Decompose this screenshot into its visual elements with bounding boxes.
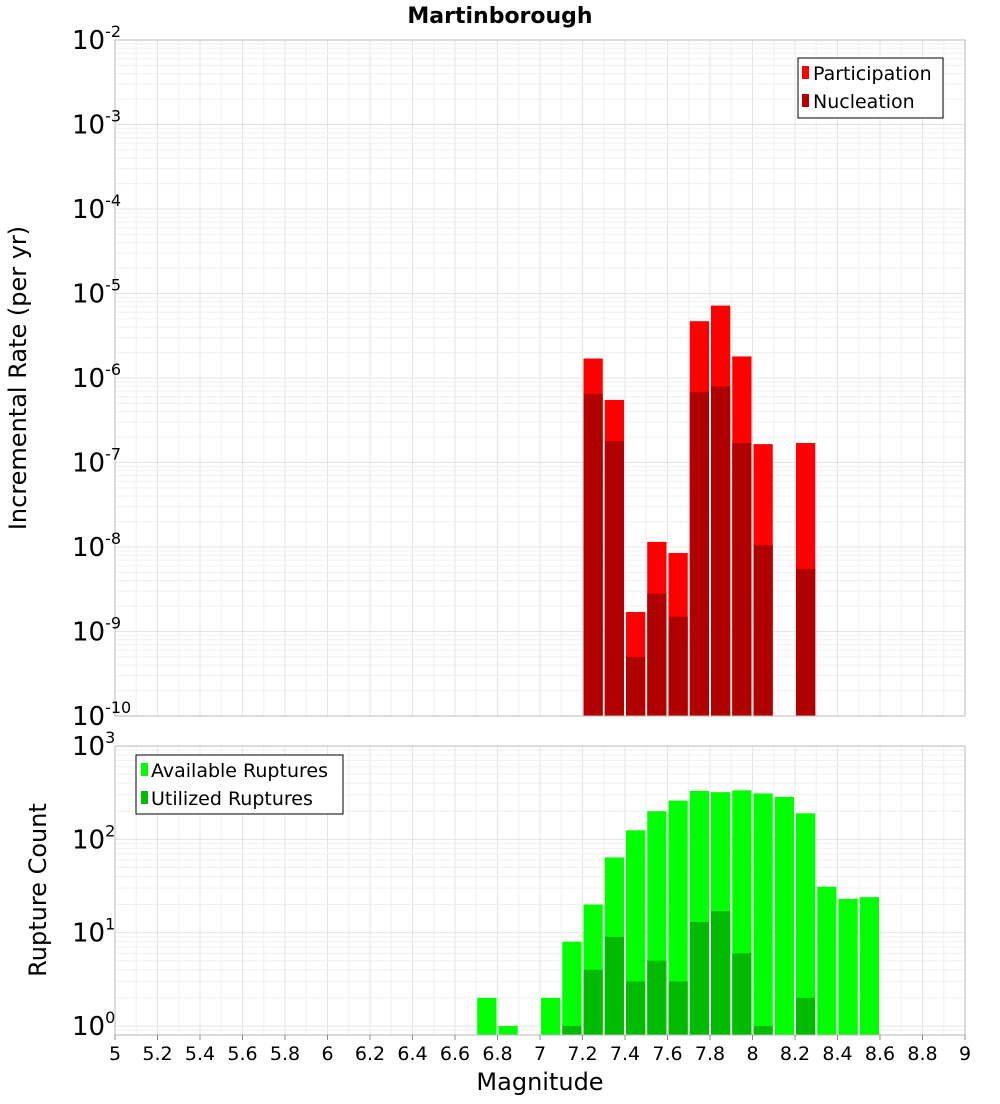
count-y-tick-label: 101: [72, 915, 115, 949]
count-bar-available-ruptures: [817, 886, 837, 1035]
x-axis-label: Magnitude: [476, 1068, 603, 1096]
count-bar-available-ruptures: [774, 796, 794, 1035]
rate-bar-nucleation: [626, 656, 646, 716]
rate-bar-nucleation: [583, 393, 603, 716]
count-bar-available-ruptures: [668, 800, 688, 1035]
rate-y-tick-label: 10-10: [72, 698, 131, 732]
count-bar-available-ruptures: [859, 897, 879, 1035]
legend-label-participation: Participation: [813, 63, 932, 85]
count-bar-available-ruptures: [796, 813, 816, 1035]
count-y-tick-labels: 103 102 101 100: [72, 728, 115, 1042]
count-bar-available-ruptures: [477, 997, 497, 1035]
rate-y-tick-labels: 10-2 10-3 10-4 10-5 10-6 10-7 10-8 10-9 10-10: [72, 22, 131, 732]
count-bar-available-ruptures: [541, 997, 561, 1035]
x-tick-label: 7.4: [610, 1043, 640, 1065]
x-tick-label: 7.8: [695, 1043, 725, 1065]
legend-swatch-nucleation: [802, 94, 809, 107]
rate-bars: [583, 305, 816, 716]
count-bar-available-ruptures: [838, 898, 858, 1035]
count-bar-utilized-ruptures: [562, 1025, 582, 1035]
rate-y-tick-label: 10-8: [72, 529, 121, 563]
x-tick-label: 5.4: [185, 1043, 215, 1065]
x-tick-label: 7: [534, 1043, 546, 1065]
rate-legend: Participation Nucleation: [797, 57, 944, 119]
legend-swatch-utilized: [141, 791, 148, 804]
count-bar-utilized-ruptures: [689, 922, 709, 1035]
x-tick-label: 8.4: [822, 1043, 852, 1065]
x-tick-label: 7.2: [567, 1043, 597, 1065]
rate-bar-nucleation: [796, 568, 816, 716]
count-bar-utilized-ruptures: [604, 936, 624, 1035]
rate-bar-nucleation: [647, 593, 667, 716]
rate-y-tick-label: 10-2: [72, 22, 121, 56]
chart-title: Martinborough: [407, 4, 592, 29]
x-tick-label: 5: [109, 1043, 121, 1065]
count-gridlines: [114, 745, 966, 1036]
x-tick-label: 6.4: [397, 1043, 427, 1065]
count-y-tick-label: 100: [72, 1008, 115, 1042]
rate-y-tick-label: 10-9: [72, 614, 121, 648]
rate-legend-box: [797, 57, 944, 119]
count-y-tick-label: 102: [72, 821, 115, 855]
count-legend-box: [135, 754, 344, 815]
x-tick-label: 8.2: [780, 1043, 810, 1065]
rate-y-tick-label: 10-4: [72, 191, 121, 225]
count-bar-available-ruptures: [562, 941, 582, 1035]
rate-bar-nucleation: [604, 440, 624, 716]
x-tick-label: 8: [746, 1043, 758, 1065]
rate-bar-nucleation: [732, 443, 752, 716]
count-bar-utilized-ruptures: [732, 953, 752, 1035]
count-bar-utilized-ruptures: [796, 997, 816, 1035]
legend-label-utilized: Utilized Ruptures: [151, 788, 313, 810]
count-bar-available-ruptures: [753, 793, 773, 1035]
count-bar-utilized-ruptures: [711, 911, 731, 1035]
count-bar-available-ruptures: [498, 1025, 518, 1035]
count-y-axis-label: Rupture Count: [24, 803, 52, 977]
x-tick-label: 9: [959, 1043, 971, 1065]
x-tick-label: 5.6: [227, 1043, 257, 1065]
x-tick-label: 5.2: [142, 1043, 172, 1065]
count-bar-utilized-ruptures: [583, 969, 603, 1035]
x-tick-label: 6.2: [355, 1043, 385, 1065]
rate-bar-nucleation: [711, 386, 731, 716]
count-bar-utilized-ruptures: [626, 981, 646, 1035]
count-panel: 103 102 101 100 5 5.2 5.4 5.6 5.8 6 6.2 6.4 6.6 6.8 7…: [24, 728, 971, 1096]
x-tick-label: 7.6: [652, 1043, 682, 1065]
rate-bar-nucleation: [668, 616, 688, 716]
count-legend: Available Ruptures Utilized Ruptures: [135, 754, 344, 815]
rate-bar-nucleation: [753, 545, 773, 716]
legend-swatch-available: [141, 763, 148, 776]
rate-y-axis-label: Incremental Rate (per yr): [4, 226, 32, 530]
rate-bar-nucleation: [689, 392, 709, 716]
count-bars: [477, 790, 879, 1035]
rate-y-tick-label: 10-7: [72, 445, 121, 479]
count-bar-utilized-ruptures: [668, 981, 688, 1035]
legend-swatch-participation: [802, 66, 809, 79]
x-tick-labels: 5 5.2 5.4 5.6 5.8 6 6.2 6.4 6.6 6.8 7 7.2 7.4 7.6 7.8 8…: [109, 1035, 971, 1065]
rate-y-tick-label: 10-6: [72, 360, 121, 394]
x-tick-label: 6.6: [440, 1043, 470, 1065]
rate-panel: Martinborough 10-210-310-410-510-610-710…: [4, 4, 966, 732]
legend-label-nucleation: Nucleation: [813, 91, 915, 113]
x-tick-label: 5.8: [270, 1043, 300, 1065]
count-bar-utilized-ruptures: [647, 960, 667, 1035]
legend-label-available: Available Ruptures: [151, 760, 328, 782]
rate-plot-frame: [114, 39, 966, 717]
rate-y-tick-label: 10-5: [72, 276, 121, 310]
x-tick-label: 6.8: [482, 1043, 512, 1065]
x-tick-label: 8.6: [865, 1043, 895, 1065]
count-bar-utilized-ruptures: [753, 1025, 773, 1035]
rate-gridlines: [114, 39, 966, 717]
count-y-tick-label: 103: [72, 728, 115, 762]
rate-y-tick-label: 10-3: [72, 107, 121, 141]
x-tick-label: 8.8: [907, 1043, 937, 1065]
x-tick-label: 6: [321, 1043, 333, 1065]
